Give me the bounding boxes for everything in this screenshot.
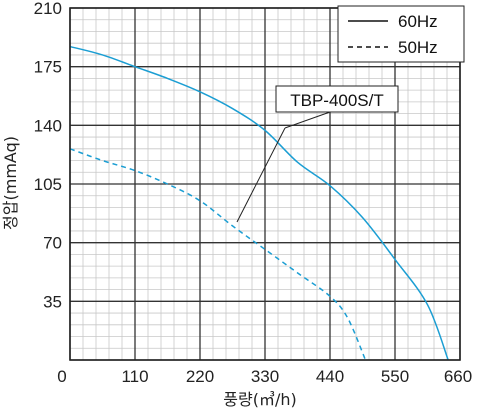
legend-label-50hz: 50Hz [398,38,438,57]
x-tick-labels: 0 110 220 330 440 550 660 [57,367,472,386]
series-layer [69,45,449,361]
y-tick-label: 175 [34,58,62,77]
callout-label: TBP-400S/T [290,91,384,110]
legend-label-60hz: 60Hz [398,12,438,31]
y-axis-label: 정압(mmAq) [1,136,20,230]
series-line-60hz [69,45,449,361]
callout-leader-60hz [284,111,331,129]
legend-box [337,5,465,63]
callout-leader-50hz [236,127,286,223]
y-tick-labels: 35 70 105 140 175 210 [34,0,62,311]
x-tick-label: 110 [121,367,148,386]
x-tick-label: 550 [381,367,409,386]
y-tick-label: 35 [43,292,62,311]
y-tick-label: 105 [34,175,62,194]
x-tick-label: 660 [444,367,472,386]
x-tick-label: 330 [251,367,279,386]
y-tick-label: 140 [34,116,62,135]
y-tick-label: 210 [34,0,62,18]
plot-frame [69,7,461,361]
model-callout: TBP-400S/T [236,85,399,223]
x-axis-label: 풍량(㎥/h) [223,390,296,409]
callout-box [275,85,399,113]
x-tick-label: 0 [57,367,66,386]
y-tick-label: 70 [43,234,62,253]
series-line-50hz [69,148,367,361]
legend: 60Hz 50Hz [337,5,465,63]
x-tick-label: 220 [186,367,214,386]
x-tick-label: 440 [316,367,344,386]
